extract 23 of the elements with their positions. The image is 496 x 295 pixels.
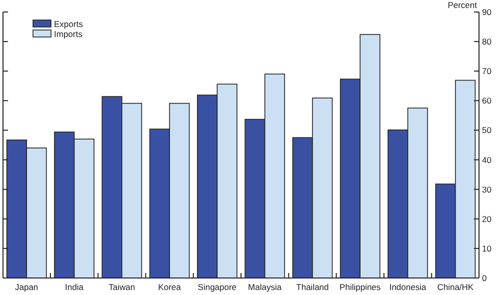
legend-label: Exports — [54, 18, 83, 29]
x-tick-label: Thailand — [296, 282, 330, 292]
y-tick-label: 90 — [482, 6, 492, 17]
y-tick-label: 60 — [482, 96, 492, 106]
legend-label: Imports — [54, 28, 82, 39]
x-tick-label: China/HK — [437, 282, 474, 292]
y-axis-title: Percent — [448, 0, 478, 10]
y-tick-label: 50 — [482, 125, 492, 136]
y-tick-label: 0 — [482, 272, 487, 283]
x-tick-label: India — [65, 282, 84, 292]
y-tick-label: 40 — [482, 154, 492, 165]
y-tick-label: 10 — [482, 243, 492, 254]
y-tick-label: 80 — [482, 36, 492, 47]
x-tick-label: Korea — [158, 282, 182, 292]
x-tick-label: Indonesia — [389, 282, 426, 292]
x-tick-label: Malaysia — [248, 282, 282, 292]
y-tick-label: 70 — [482, 66, 492, 76]
x-tick-label: Japan — [15, 282, 38, 292]
y-tick-label: 30 — [482, 184, 492, 194]
x-tick-label: Philippines — [340, 282, 381, 292]
x-tick-label: Singapore — [198, 282, 237, 292]
x-tick-label: Taiwan — [108, 282, 136, 292]
y-tick-label: 20 — [482, 214, 492, 224]
